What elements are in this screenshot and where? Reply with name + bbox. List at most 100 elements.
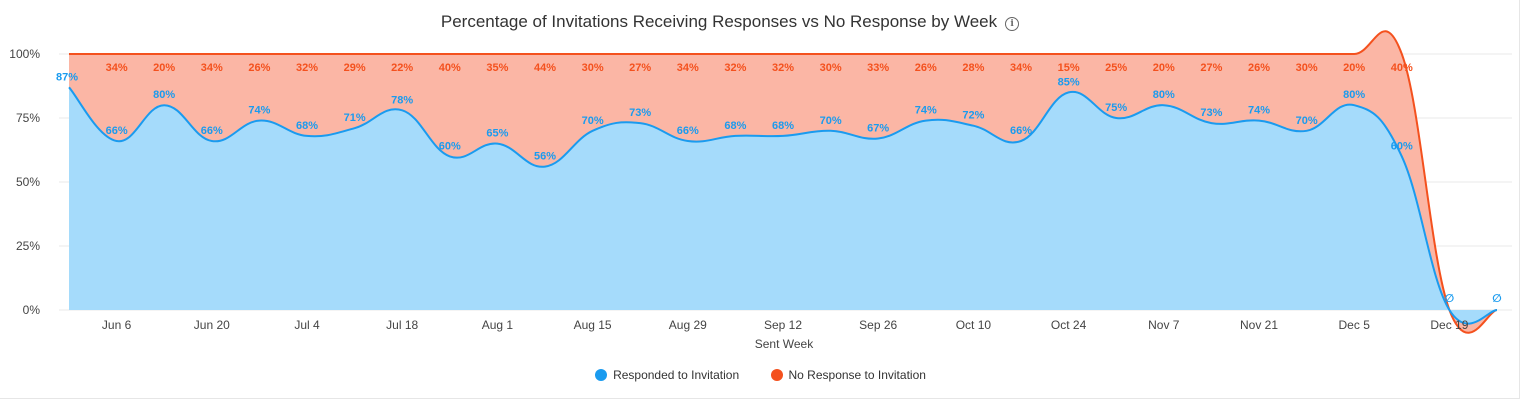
legend-label-no-response: No Response to Invitation [788, 368, 926, 382]
x-tick-label: Jun 6 [102, 318, 132, 332]
data-label-no-response: 26% [1248, 62, 1270, 74]
chart-lines [68, 30, 1498, 334]
chart-title-row: Percentage of Invitations Receiving Resp… [0, 12, 1460, 32]
line-no-response [68, 30, 1498, 334]
data-label-responded: 73% [1200, 107, 1222, 119]
data-label-no-response: 20% [1153, 62, 1175, 74]
data-label-responded: 67% [867, 122, 889, 134]
x-tick-label: Aug 15 [574, 318, 612, 332]
data-label-no-response: 30% [1296, 62, 1318, 74]
data-label-no-response: 26% [915, 62, 937, 74]
chart-areas [69, 31, 1497, 333]
legend-dot-no-response [770, 369, 783, 381]
data-label-responded: 87% [56, 71, 78, 83]
area-responded [69, 87, 1497, 324]
data-label-no-response: 30% [820, 62, 842, 74]
data-label-responded: 71% [344, 112, 366, 124]
data-label-no-response: 27% [629, 62, 651, 74]
y-tick-label: 25% [16, 239, 40, 253]
data-label-no-response: 40% [1391, 62, 1413, 74]
info-icon[interactable]: i [1005, 17, 1020, 31]
x-tick-label: Jun 20 [194, 318, 230, 332]
y-axis: 0% 25% 50% 75% 100% [9, 47, 40, 317]
x-tick-label: Aug 29 [669, 318, 707, 332]
data-label-no-response: 34% [201, 62, 223, 74]
data-label-responded: 74% [248, 105, 270, 117]
y-tick-label: 75% [16, 111, 40, 125]
data-label-responded: 56% [534, 151, 556, 163]
data-label-no-response: 34% [677, 62, 699, 74]
x-tick-label: Oct 10 [956, 318, 992, 332]
data-label-no-response: 32% [772, 62, 794, 74]
x-tick-label: Jul 4 [294, 318, 320, 332]
legend: Responded to Invitation No Response to I… [0, 368, 1521, 382]
data-label-responded: 80% [1343, 89, 1365, 101]
data-label-responded: 66% [201, 125, 223, 137]
data-label-no-response: 44% [534, 62, 556, 74]
data-label-responded: 72% [962, 110, 984, 122]
legend-item-responded[interactable]: Responded to Invitation [595, 368, 739, 382]
x-tick-label: Oct 24 [1051, 318, 1087, 332]
data-label-responded: 80% [1153, 89, 1175, 101]
y-tick-label: 50% [16, 175, 40, 189]
data-label-no-response: 32% [296, 62, 318, 74]
data-label-no-response: 22% [391, 62, 413, 74]
data-label-responded: 68% [296, 120, 318, 132]
legend-dot-responded [595, 369, 608, 381]
data-label-responded: 85% [1058, 76, 1080, 88]
data-label-responded: 73% [629, 107, 651, 119]
data-label-responded: 70% [582, 115, 604, 127]
data-label-responded: 80% [153, 89, 175, 101]
data-label-no-response: 34% [106, 62, 128, 74]
legend-item-no-response[interactable]: No Response to Invitation [770, 368, 926, 382]
data-label-responded: 65% [486, 128, 508, 140]
x-tick-label: Jul 18 [386, 318, 418, 332]
x-tick-label: Aug 1 [482, 318, 514, 332]
data-label-responded: 66% [1010, 125, 1032, 137]
x-axis: Jun 6 Jun 20 Jul 4 Jul 18 Aug 1 Aug 15 Aug 29 S… [102, 318, 1469, 332]
data-label-no-response: 26% [248, 62, 270, 74]
x-tick-label: Dec 19 [1430, 318, 1468, 332]
data-label-responded: 75% [1105, 102, 1127, 114]
data-label-responded: 74% [1248, 105, 1270, 117]
data-label-no-response: 35% [486, 62, 508, 74]
data-label-no-response: 27% [1200, 62, 1222, 74]
chart-title: Percentage of Invitations Receiving Resp… [440, 12, 998, 31]
x-axis-title: Sent Week [755, 337, 814, 351]
y-tick-label: 100% [9, 47, 40, 61]
data-label-no-response: 25% [1105, 62, 1127, 74]
data-label-no-response: 28% [962, 62, 984, 74]
data-label-responded: 68% [772, 120, 794, 132]
data-label-responded: 60% [439, 140, 461, 152]
x-tick-label: Nov 21 [1240, 318, 1278, 332]
data-label-responded: 78% [391, 94, 413, 106]
data-label-responded: 60% [1391, 140, 1413, 152]
data-label-responded: ∅ [1445, 293, 1454, 305]
y-tick-label: 0% [23, 303, 41, 317]
x-tick-label: Sep 12 [764, 318, 802, 332]
data-label-no-response: 40% [439, 62, 461, 74]
data-label-responded: 70% [820, 115, 842, 127]
x-tick-label: Dec 5 [1339, 318, 1371, 332]
data-label-no-response: 32% [724, 62, 746, 74]
data-label-responded: 70% [1296, 115, 1318, 127]
legend-label-responded: Responded to Invitation [613, 368, 740, 382]
data-label-no-response: 15% [1058, 62, 1080, 74]
data-label-no-response: 20% [153, 62, 175, 74]
data-label-responded: 74% [915, 105, 937, 117]
data-label-no-response: 29% [344, 62, 366, 74]
data-label-responded: 68% [724, 120, 746, 132]
data-label-no-response: 30% [582, 62, 604, 74]
line-responded [68, 86, 1498, 325]
x-tick-label: Nov 7 [1148, 318, 1180, 332]
data-label-no-response: 33% [867, 62, 889, 74]
data-label-responded: ∅ [1492, 293, 1501, 305]
data-labels: 34% 20% 34% 26% 32% 29% 22% 40% 35% 44% 30% 27% 34% 3… [56, 62, 1502, 305]
x-tick-label: Sep 26 [859, 318, 897, 332]
data-label-responded: 66% [106, 125, 128, 137]
data-label-responded: 66% [677, 125, 699, 137]
data-label-no-response: 34% [1010, 62, 1032, 74]
data-label-no-response: 20% [1343, 62, 1365, 74]
